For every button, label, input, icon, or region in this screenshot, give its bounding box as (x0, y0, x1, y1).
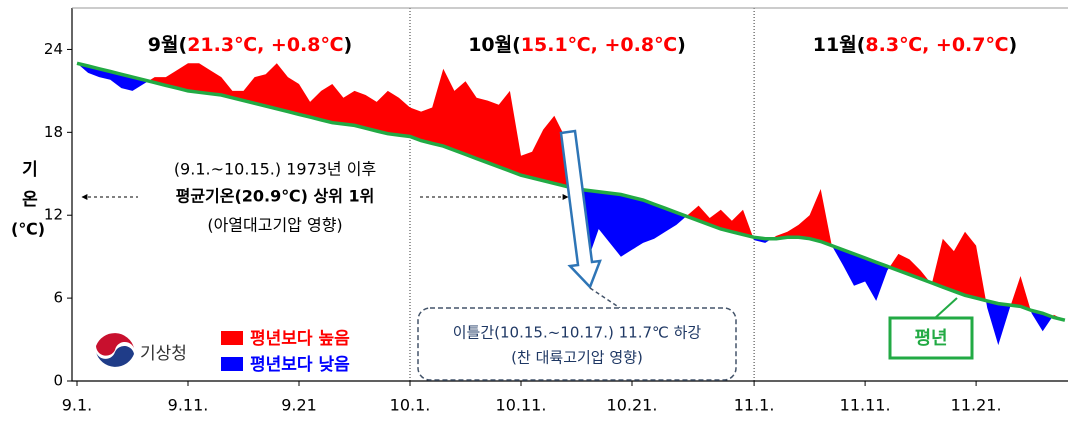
callout-box (417, 307, 737, 381)
legend-label: 평년보다 낮음 (250, 355, 350, 375)
x-tick-label: 10.11. (496, 396, 547, 415)
y-label: 기 (22, 160, 38, 180)
legend-swatch (221, 357, 243, 371)
x-tick-label: 9.11. (168, 396, 209, 415)
month: 11월( (813, 34, 866, 56)
x-tick-label: 11.21. (951, 396, 1002, 415)
month-stats: 8.3℃, +0.7℃ (865, 34, 1008, 56)
month: ) (677, 34, 686, 56)
y-tick-label: 18 (44, 123, 63, 141)
legend-swatch (221, 331, 243, 345)
annotation: (9.1.~10.15.) 1973년 이후 (174, 160, 376, 179)
y-label: (℃) (11, 220, 45, 239)
normal-pointer (934, 297, 958, 319)
annotation-bg (142, 156, 408, 240)
x-tick-label: 10.1. (390, 396, 431, 415)
month-stats: 21.3℃, +0.8℃ (187, 34, 343, 56)
x-tick-label: 9.21 (281, 396, 317, 415)
x-tick-label: 10.21. (607, 396, 658, 415)
x-tick-label: 9.1. (62, 396, 93, 415)
logo-red (96, 333, 134, 356)
month-header: 11월(8.3℃, +0.7℃) (813, 34, 1017, 56)
month: ) (1009, 34, 1018, 56)
y-tick-label: 24 (44, 40, 63, 58)
y-tick-label: 6 (53, 289, 63, 307)
month-headers: 9월(21.3℃, +0.8℃) 10월(15.1℃, +0.8℃) 11월(8… (148, 34, 1017, 56)
logo-blue (96, 345, 134, 367)
y-label: 온 (22, 190, 38, 210)
x-tick-label: 11.1. (734, 396, 775, 415)
annotation: 평균기온(20.9℃) 상위 1위 (176, 187, 375, 206)
annotation: (아열대고기압 영향) (207, 216, 342, 235)
month: 9월( (148, 34, 187, 56)
y-tick-label: 0 (53, 372, 63, 390)
callout: 이틀간(10.15.~10.17.) 11.7℃ 하강 (453, 324, 702, 342)
callout: (찬 대륙고기압 영향) (511, 349, 643, 367)
month: 10월( (468, 34, 521, 56)
month-stats: 15.1℃, +0.8℃ (521, 34, 677, 56)
logo-text: 기상청 (140, 344, 187, 364)
callout-pointer (589, 287, 621, 309)
month-header: 10월(15.1℃, +0.8℃) (468, 34, 686, 56)
month-header: 9월(21.3℃, +0.8℃) (148, 34, 352, 56)
logo: 기상청 (95, 332, 187, 372)
month: ) (344, 34, 353, 56)
drop-arrow (559, 129, 602, 290)
x-tick-label: 11.11. (840, 396, 891, 415)
y-tick-label: 12 (44, 206, 63, 224)
axes (71, 8, 1068, 382)
legend-label: 평년보다 높음 (250, 329, 350, 349)
normal-label-box (888, 316, 974, 360)
normal-label: 평년 (914, 328, 947, 349)
